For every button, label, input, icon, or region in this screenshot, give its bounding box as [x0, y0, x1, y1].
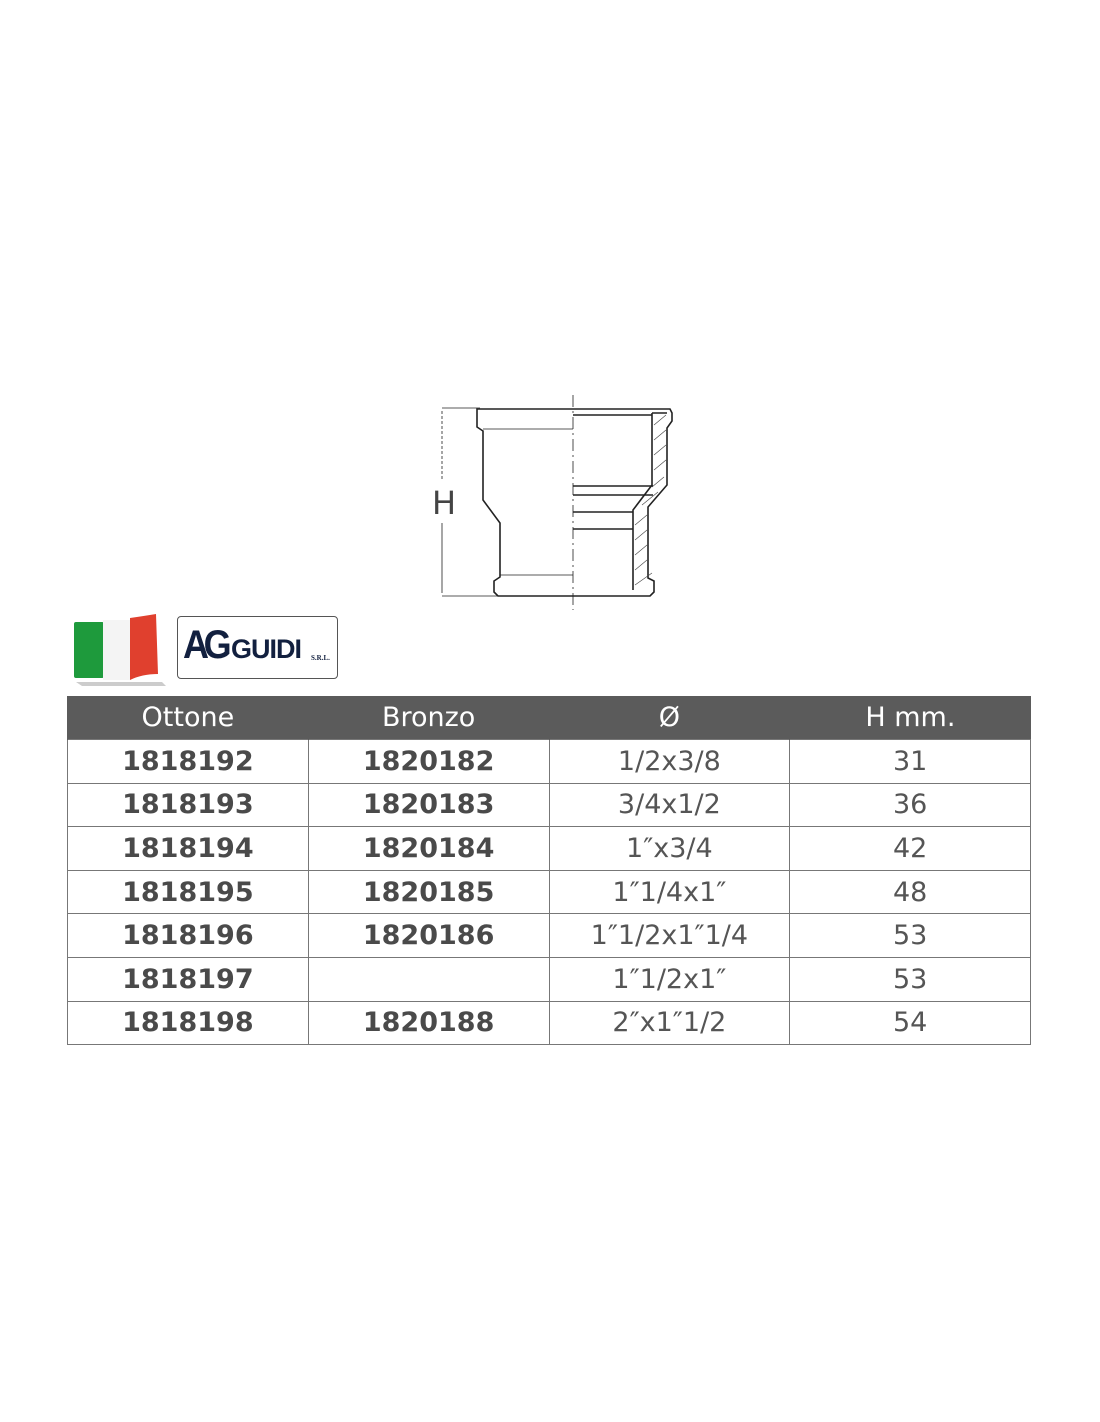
table-row: 1818197 1″1/2x1″ 53	[67, 956, 1031, 1002]
table-header-row: Ottone Bronzo Ø H mm.	[67, 696, 1031, 740]
table-row: 1818194 1820184 1″x3/4 42	[67, 826, 1031, 871]
column-header-diameter: Ø	[548, 696, 790, 740]
height-cell: 36	[789, 782, 1031, 828]
height-cell: 31	[789, 739, 1031, 784]
table-row: 1818192 1820182 1/2x3/8 31	[67, 739, 1031, 784]
table-row: 1818196 1820186 1″1/2x1″1/4 53	[67, 913, 1031, 958]
ottone-code-cell: 1818197	[67, 956, 309, 1002]
product-table: Ottone Bronzo Ø H mm. 1818192 1820182 1/2x…	[67, 696, 1031, 1046]
dimension-label-h: H	[432, 484, 456, 522]
logo-suffix: S.R.L.	[311, 654, 330, 662]
column-header-bronzo: Bronzo	[307, 696, 549, 740]
table-row: 1818195 1820185 1″1/4x1″ 48	[67, 869, 1031, 915]
diameter-cell: 3/4x1/2	[548, 782, 791, 828]
ottone-code-cell: 1818192	[67, 739, 309, 784]
bronzo-code-cell: 1820185	[307, 869, 550, 915]
height-cell: 53	[789, 956, 1031, 1002]
ottone-code-cell: 1818194	[67, 826, 309, 871]
logo-name: GUIDI	[231, 634, 302, 664]
guidi-logo: AG GUIDI S.R.L.	[177, 616, 338, 679]
height-cell: 48	[789, 869, 1031, 915]
height-cell: 53	[789, 913, 1031, 958]
table-row: 1818193 1820183 3/4x1/2 36	[67, 782, 1031, 828]
diameter-cell: 1″1/2x1″1/4	[548, 913, 791, 958]
ottone-code-cell: 1818193	[67, 782, 309, 828]
column-header-height: H mm.	[789, 696, 1031, 740]
height-cell: 42	[789, 826, 1031, 871]
diameter-cell: 1″1/2x1″	[548, 956, 791, 1002]
ottone-code-cell: 1818195	[67, 869, 309, 915]
column-header-ottone: Ottone	[67, 696, 309, 740]
diameter-cell: 1/2x3/8	[548, 739, 791, 784]
diameter-cell: 2″x1″1/2	[548, 1000, 791, 1046]
bronzo-code-cell: 1820183	[307, 782, 550, 828]
fitting-technical-drawing: H	[432, 395, 673, 610]
bronzo-code-cell: 1820186	[307, 913, 550, 958]
height-cell: 54	[789, 1000, 1031, 1046]
logo-mark: AG	[183, 623, 232, 667]
ottone-code-cell: 1818196	[67, 913, 309, 958]
bronzo-code-cell: 1820184	[307, 826, 550, 871]
bronzo-code-cell: 1820188	[307, 1000, 550, 1046]
table-row: 1818198 1820188 2″x1″1/2 54	[67, 1000, 1031, 1046]
diameter-cell: 1″x3/4	[548, 826, 791, 871]
diameter-cell: 1″1/4x1″	[548, 869, 791, 915]
italy-flag-icon	[74, 614, 166, 686]
ottone-code-cell: 1818198	[67, 1000, 309, 1046]
bronzo-code-cell: 1820182	[307, 739, 550, 784]
bronzo-code-cell	[307, 956, 550, 1002]
